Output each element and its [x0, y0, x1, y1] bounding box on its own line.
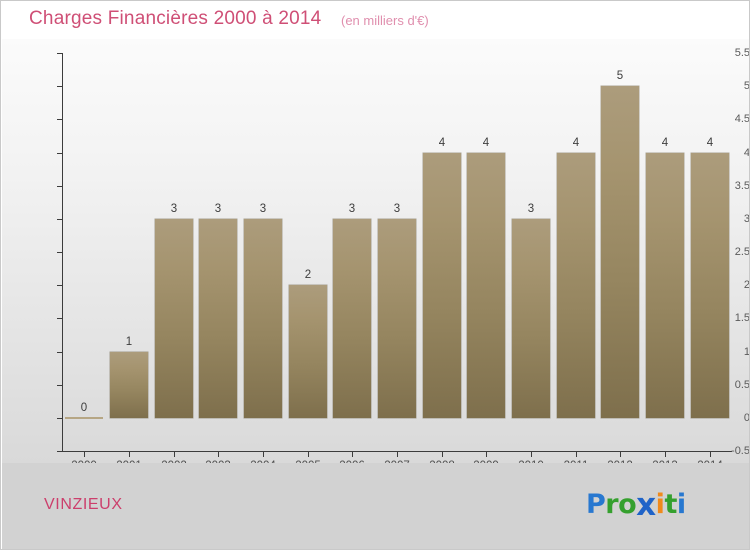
bar — [378, 219, 416, 418]
y-axis-tick — [57, 417, 63, 419]
y-axis-label: 3 — [743, 212, 750, 225]
chart-footer: VINZIEUX Proxiti — [2, 463, 749, 549]
bar-value-label: 3 — [393, 203, 401, 215]
x-axis-tick — [576, 451, 577, 457]
bar — [244, 219, 282, 418]
y-axis-tick — [57, 451, 63, 452]
y-axis-label: 1 — [743, 345, 750, 358]
bar — [199, 219, 237, 418]
y-axis-label: 5 — [743, 80, 750, 93]
bar — [557, 153, 595, 418]
x-axis-tick — [263, 451, 264, 457]
bar — [423, 153, 461, 418]
bar — [646, 153, 684, 418]
y-axis-label: 0.5 — [734, 378, 750, 391]
bar — [333, 219, 371, 418]
bar-value-label: 3 — [259, 203, 267, 215]
bar — [512, 219, 550, 418]
bar — [289, 285, 327, 418]
chart-units-subtitle: (en milliers d'€) — [341, 13, 429, 28]
bar-value-label: 3 — [170, 203, 178, 215]
bar-value-label: 4 — [706, 137, 714, 149]
x-axis-tick — [620, 451, 621, 457]
y-axis-label: 4.5 — [734, 113, 750, 126]
bar-value-label: 3 — [348, 203, 356, 215]
logo-letter-t: t — [664, 489, 677, 520]
chart-header: Charges Financières 2000 à 2014 (en mill… — [1, 1, 749, 39]
y-axis-tick — [57, 252, 63, 253]
x-axis-tick — [397, 451, 398, 457]
y-axis-label: 5.5 — [734, 47, 750, 59]
bar-value-label: 3 — [527, 203, 535, 215]
x-axis-tick — [218, 451, 219, 457]
bar — [467, 153, 505, 418]
logo-letter-p: P — [586, 489, 606, 520]
y-axis-tick — [57, 318, 63, 320]
y-axis-tick — [57, 218, 63, 220]
x-axis-tick — [665, 451, 666, 457]
bar-value-label: 4 — [661, 137, 669, 149]
x-axis-tick — [352, 451, 353, 457]
y-axis-label: 0 — [743, 411, 750, 424]
bar — [110, 352, 148, 418]
y-axis-label: 3.5 — [734, 179, 750, 192]
y-axis-label: 2 — [743, 279, 750, 292]
logo-letter-r: ro — [605, 489, 637, 520]
y-axis-label: 1.5 — [734, 312, 750, 325]
bar-value-label: 4 — [482, 137, 490, 149]
y-axis-tick — [57, 119, 63, 121]
y-axis-tick — [57, 351, 63, 353]
y-axis-tick — [57, 86, 63, 88]
proxiti-logo[interactable]: Proxiti — [586, 487, 686, 523]
x-axis-tick — [442, 451, 443, 457]
x-axis-tick — [129, 451, 130, 457]
logo-letter-x: x — [636, 487, 656, 523]
y-axis-tick — [57, 152, 63, 154]
x-axis-tick — [486, 451, 487, 457]
bar-value-label: 3 — [214, 203, 222, 215]
bar-value-label: 4 — [572, 137, 580, 149]
x-axis-tick — [531, 451, 532, 457]
y-axis-tick — [57, 53, 63, 54]
y-axis-label: 2.5 — [734, 246, 750, 258]
bar-value-label: 0 — [80, 402, 88, 414]
bar-value-label: 2 — [304, 269, 312, 281]
bar-value-label: 5 — [616, 70, 624, 82]
y-axis-tick — [57, 185, 63, 187]
y-axis-label: -0.5 — [731, 445, 750, 457]
x-axis-tick — [84, 451, 85, 457]
x-axis-tick — [710, 451, 711, 457]
bar — [601, 86, 639, 418]
logo-letter-i-second: i — [676, 489, 686, 520]
y-axis-tick — [57, 384, 63, 386]
bar-value-label: 4 — [438, 137, 446, 149]
bar-value-label: 1 — [125, 336, 133, 348]
logo-letter-i-first: i — [655, 489, 665, 520]
y-axis-tick — [57, 285, 63, 287]
bar — [65, 417, 103, 419]
page-title: Charges Financières 2000 à 2014 — [29, 8, 322, 29]
bar — [155, 219, 193, 418]
y-axis-label: 4 — [743, 146, 750, 159]
chart-plot-area: -0.500.511.522.533.544.555.5 20002001200… — [2, 39, 750, 472]
x-axis-tick — [174, 451, 175, 457]
x-axis-tick — [308, 451, 309, 457]
bar — [691, 153, 729, 418]
commune-name-label: VINZIEUX — [44, 496, 123, 513]
